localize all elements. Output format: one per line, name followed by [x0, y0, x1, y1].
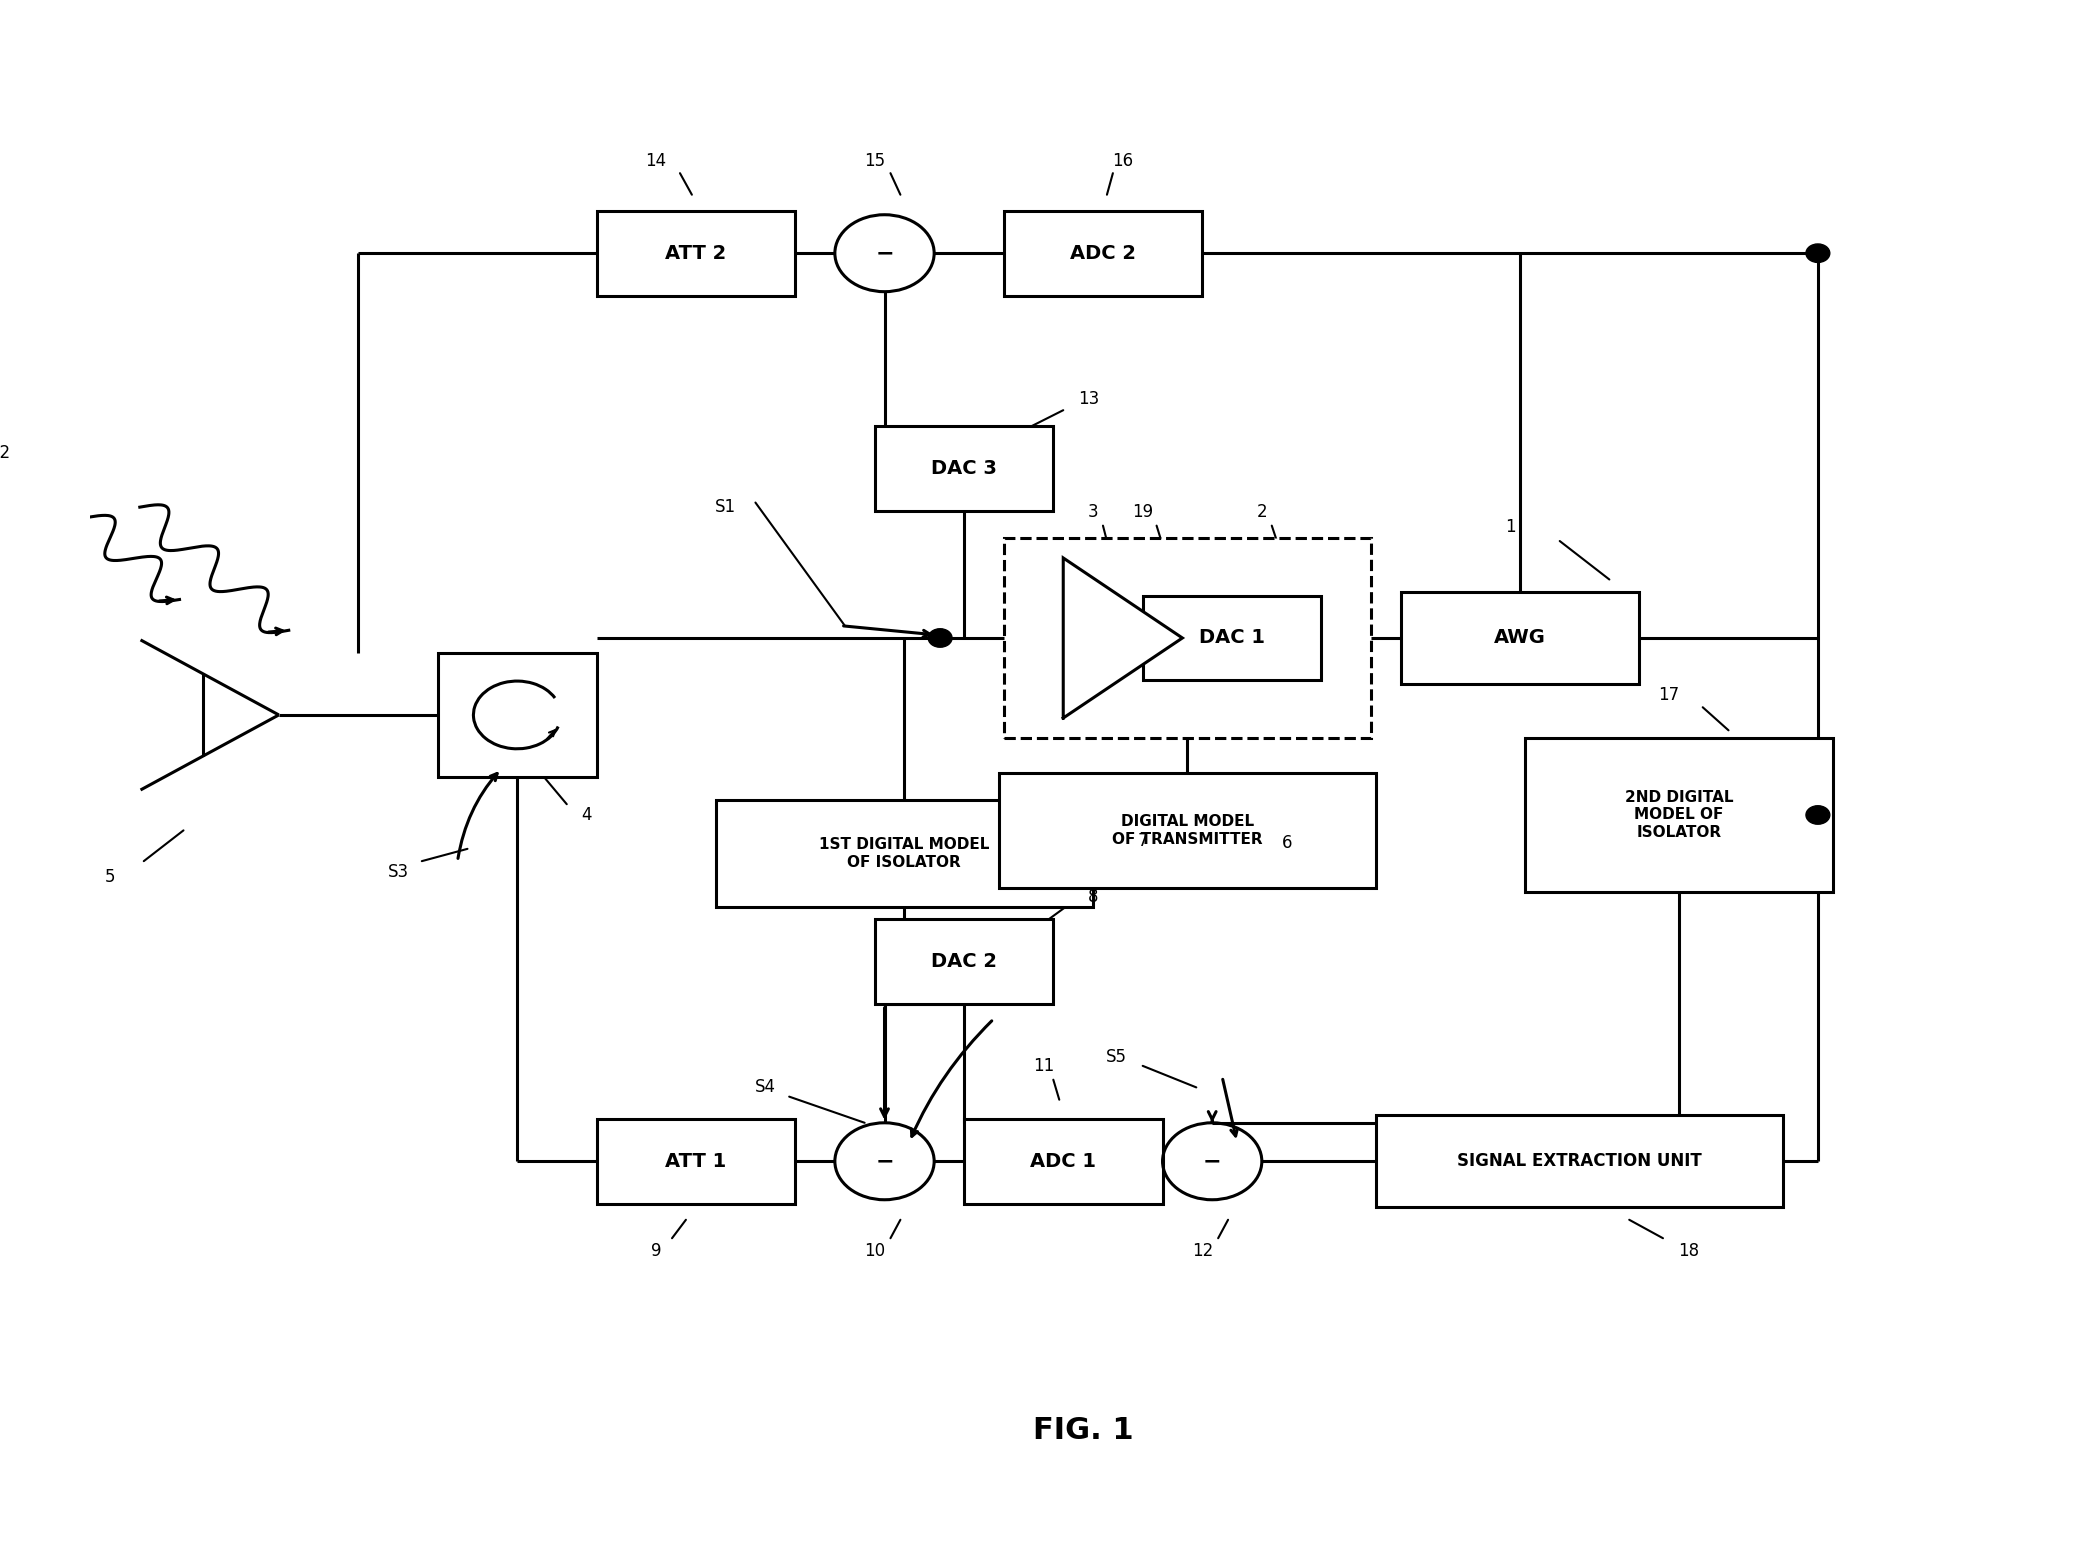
Circle shape	[1806, 244, 1829, 262]
Bar	[875, 919, 1054, 1003]
Circle shape	[929, 629, 952, 648]
Bar	[964, 1120, 1162, 1204]
Text: S2: S2	[0, 444, 10, 463]
Text: 8: 8	[1087, 888, 1098, 905]
Text: SIGNAL EXTRACTION UNIT: SIGNAL EXTRACTION UNIT	[1458, 1152, 1702, 1171]
Text: 16: 16	[1112, 152, 1133, 169]
Text: 1ST DIGITAL MODEL
OF ISOLATOR: 1ST DIGITAL MODEL OF ISOLATOR	[819, 837, 989, 870]
Bar	[1144, 596, 1321, 680]
Text: AWG: AWG	[1494, 629, 1546, 648]
Bar	[998, 773, 1377, 888]
Polygon shape	[1062, 558, 1183, 717]
Text: 17: 17	[1658, 686, 1679, 704]
Bar	[1004, 211, 1202, 295]
Text: 15: 15	[864, 152, 885, 169]
Bar	[1525, 738, 1833, 891]
Text: 11: 11	[1033, 1058, 1054, 1075]
Text: 18: 18	[1679, 1241, 1700, 1259]
Text: DAC 3: DAC 3	[931, 460, 998, 478]
Bar	[596, 1120, 796, 1204]
Text: ATT 2: ATT 2	[664, 244, 727, 262]
Text: 12: 12	[1191, 1241, 1212, 1259]
Text: ADC 1: ADC 1	[1031, 1152, 1096, 1171]
Text: 10: 10	[864, 1241, 885, 1259]
Text: 5: 5	[104, 868, 115, 885]
Text: −: −	[875, 244, 894, 262]
Text: DAC 2: DAC 2	[931, 952, 998, 971]
Text: 2: 2	[1256, 503, 1266, 520]
Bar	[437, 654, 596, 776]
Text: 19: 19	[1133, 503, 1154, 520]
Bar	[596, 211, 796, 295]
Text: ATT 1: ATT 1	[664, 1152, 727, 1171]
Circle shape	[1806, 806, 1829, 825]
Bar	[1402, 592, 1639, 685]
Text: DIGITAL MODEL
OF TRANSMITTER: DIGITAL MODEL OF TRANSMITTER	[1112, 814, 1262, 846]
Bar	[717, 800, 1094, 907]
Text: 4: 4	[581, 806, 592, 825]
Text: 14: 14	[646, 152, 667, 169]
Bar	[875, 427, 1054, 511]
Text: 13: 13	[1079, 390, 1100, 408]
Bar	[1377, 1115, 1783, 1207]
Text: −: −	[875, 1151, 894, 1171]
Text: FIG. 1: FIG. 1	[1033, 1416, 1133, 1446]
Text: S3: S3	[387, 863, 408, 881]
Text: 7: 7	[1137, 832, 1148, 849]
Bar	[1004, 537, 1371, 738]
Text: ADC 2: ADC 2	[1071, 244, 1135, 262]
Text: S5: S5	[1106, 1048, 1127, 1065]
Text: 9: 9	[650, 1241, 662, 1259]
Text: DAC 1: DAC 1	[1200, 629, 1264, 648]
Text: −: −	[1202, 1151, 1221, 1171]
Text: S1: S1	[714, 499, 735, 516]
Text: 2ND DIGITAL
MODEL OF
ISOLATOR: 2ND DIGITAL MODEL OF ISOLATOR	[1625, 790, 1733, 840]
Text: 6: 6	[1281, 834, 1291, 851]
Text: 3: 3	[1087, 503, 1098, 520]
Text: 1: 1	[1504, 519, 1516, 536]
Text: S4: S4	[754, 1078, 775, 1096]
